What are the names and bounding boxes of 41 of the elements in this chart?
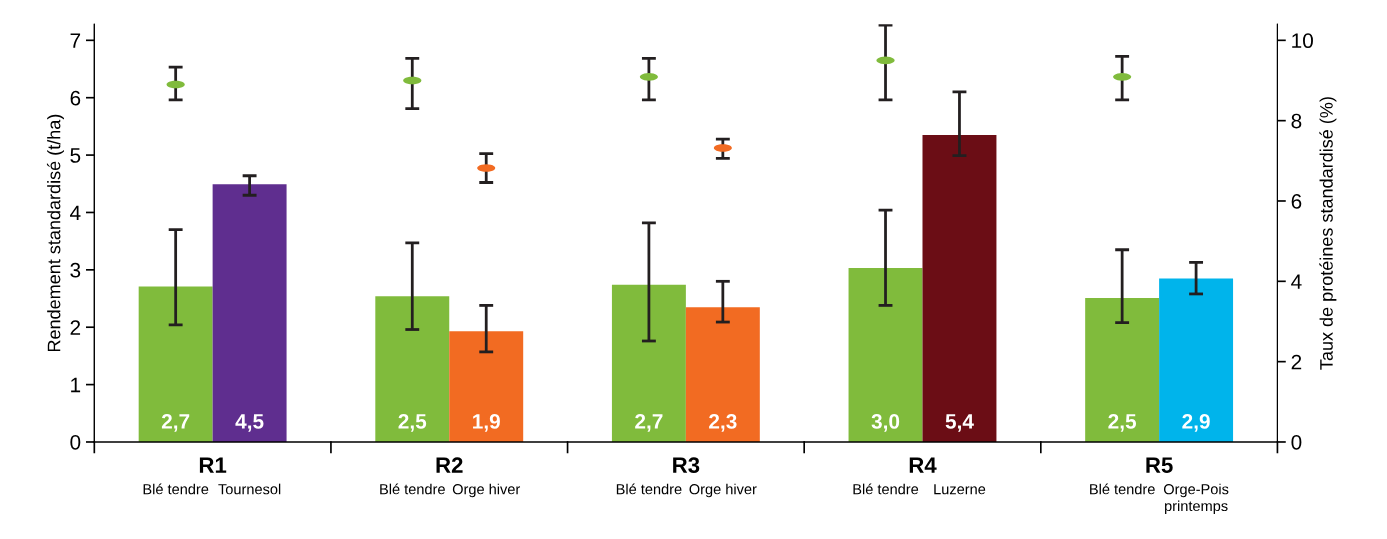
y2-tick-label: 4 [1291,274,1302,289]
x-tick-label: Orge hiver [689,483,757,498]
x-tick-label: Luzerne [934,484,986,495]
y-tick-label: 5 [70,148,81,163]
data-label: 5,4 [945,414,974,432]
y2-axis-title: Taux de protéines standardisé (%) [1319,97,1337,370]
y-axis-title: Rendement standardisé (t/ha) [46,114,64,352]
y2-tick-label: 6 [1291,193,1302,209]
x-tick-label: Blé tendre [380,483,445,495]
x-tick-label: Blé tendre [853,483,919,495]
data-label: 2,7 [635,414,663,432]
text: R3 [673,457,700,474]
data-label: 3,0 [871,414,900,432]
y2-tick-label: 0 [1291,434,1302,450]
y-tick-label: 1 [71,377,81,393]
y-tick-label: 4 [70,205,81,221]
y-tick-label: 7 [70,33,81,48]
y2-tick-label: 2 [1291,354,1302,370]
y-tick-label: 0 [70,434,81,450]
y-tick-label: 3 [70,262,81,278]
data-label: 2,9 [1182,414,1210,432]
x-tick-label: Blé tendre [143,483,209,495]
text: R1 [199,457,227,473]
data-label: 4,5 [235,414,264,432]
x-tick-label: Orge hiver [452,483,521,498]
data-label: 2,5 [398,414,427,432]
data-label: 1,9 [473,414,500,432]
y-tick-label: 2 [70,320,81,335]
data-label: 2,3 [709,414,737,432]
x-tick-label: Blé tendre [616,483,682,495]
y2-tick-label: 10 [1292,33,1313,49]
y2-tick-label: 8 [1291,113,1302,129]
x-tick-label: Tournesol [218,483,281,495]
y-tick-label: 6 [70,90,81,106]
text: R5 [1146,457,1173,474]
text: R4 [909,457,937,473]
data-label: 2,5 [1108,414,1137,432]
x-tick-label: Orge-Pois printemps [1163,483,1229,515]
data-label: 2,7 [161,414,190,432]
x-tick-label: Blé tendre [1090,483,1155,495]
text: R2 [436,457,463,473]
